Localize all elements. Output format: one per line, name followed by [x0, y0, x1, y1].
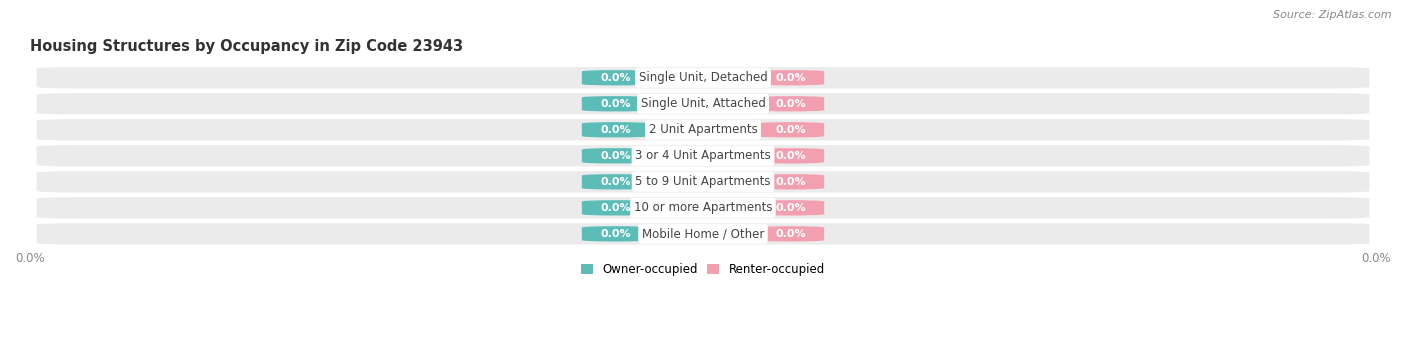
Text: 0.0%: 0.0% [600, 99, 631, 109]
Text: 0.0%: 0.0% [775, 125, 806, 135]
Text: 0.0%: 0.0% [600, 203, 631, 213]
Text: 0.0%: 0.0% [600, 125, 631, 135]
Text: 10 or more Apartments: 10 or more Apartments [634, 201, 772, 214]
Text: 2 Unit Apartments: 2 Unit Apartments [648, 123, 758, 136]
FancyBboxPatch shape [582, 96, 650, 112]
Text: Mobile Home / Other: Mobile Home / Other [641, 227, 765, 240]
FancyBboxPatch shape [582, 174, 650, 190]
FancyBboxPatch shape [756, 200, 824, 216]
FancyBboxPatch shape [37, 145, 1369, 166]
FancyBboxPatch shape [756, 148, 824, 163]
Text: 0.0%: 0.0% [775, 151, 806, 161]
FancyBboxPatch shape [756, 226, 824, 241]
Text: 0.0%: 0.0% [775, 229, 806, 239]
FancyBboxPatch shape [37, 197, 1369, 219]
FancyBboxPatch shape [582, 70, 650, 86]
FancyBboxPatch shape [756, 70, 824, 86]
FancyBboxPatch shape [582, 122, 650, 137]
FancyBboxPatch shape [37, 171, 1369, 192]
Text: Housing Structures by Occupancy in Zip Code 23943: Housing Structures by Occupancy in Zip C… [30, 39, 463, 54]
FancyBboxPatch shape [37, 119, 1369, 140]
FancyBboxPatch shape [582, 200, 650, 216]
FancyBboxPatch shape [37, 223, 1369, 244]
Text: 0.0%: 0.0% [775, 203, 806, 213]
FancyBboxPatch shape [756, 174, 824, 190]
Text: 0.0%: 0.0% [775, 99, 806, 109]
Text: 0.0%: 0.0% [600, 229, 631, 239]
Text: Source: ZipAtlas.com: Source: ZipAtlas.com [1274, 10, 1392, 20]
Text: 0.0%: 0.0% [600, 177, 631, 187]
Text: 0.0%: 0.0% [775, 177, 806, 187]
FancyBboxPatch shape [582, 226, 650, 241]
Text: Single Unit, Attached: Single Unit, Attached [641, 97, 765, 110]
FancyBboxPatch shape [756, 96, 824, 112]
FancyBboxPatch shape [37, 67, 1369, 88]
Legend: Owner-occupied, Renter-occupied: Owner-occupied, Renter-occupied [576, 258, 830, 281]
FancyBboxPatch shape [582, 148, 650, 163]
Text: Single Unit, Detached: Single Unit, Detached [638, 71, 768, 84]
Text: 5 to 9 Unit Apartments: 5 to 9 Unit Apartments [636, 175, 770, 188]
Text: 0.0%: 0.0% [775, 73, 806, 83]
FancyBboxPatch shape [37, 93, 1369, 115]
Text: 3 or 4 Unit Apartments: 3 or 4 Unit Apartments [636, 149, 770, 162]
Text: 0.0%: 0.0% [600, 151, 631, 161]
FancyBboxPatch shape [756, 122, 824, 137]
Text: 0.0%: 0.0% [600, 73, 631, 83]
